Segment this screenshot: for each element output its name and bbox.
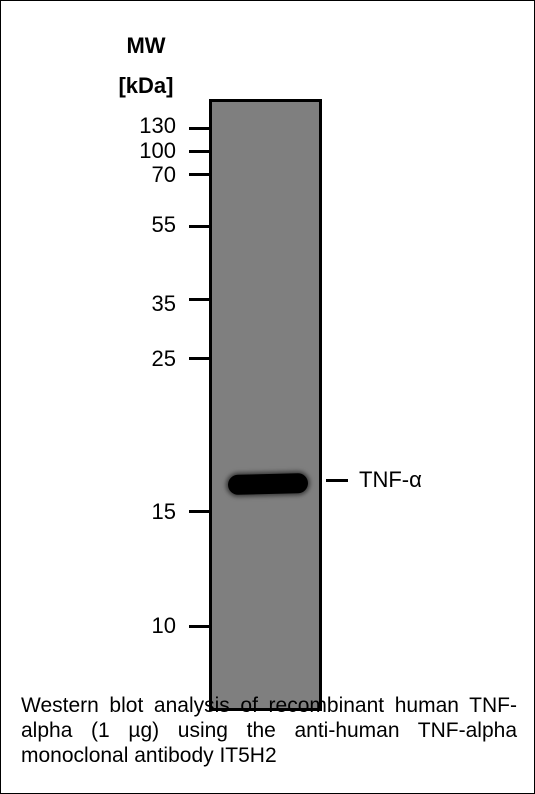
marker-label-70: 70	[151, 162, 176, 187]
marker-tick-25	[189, 357, 210, 360]
marker-label-35: 35	[151, 291, 176, 316]
marker-tick-130	[189, 127, 210, 130]
marker-label-10: 10	[151, 613, 176, 638]
band-pointer-tick	[326, 479, 348, 482]
marker-tick-10	[189, 625, 210, 628]
tnf-alpha-band	[227, 472, 309, 496]
marker-label-15: 15	[151, 499, 176, 524]
marker-tick-55	[189, 225, 210, 228]
marker-label-130: 130	[139, 113, 176, 138]
marker-label-25: 25	[151, 346, 176, 371]
mw-unit-header: [kDa]	[118, 73, 174, 98]
marker-tick-15	[189, 510, 210, 513]
marker-tick-35	[189, 298, 210, 301]
band-label: TNF-α	[359, 467, 422, 492]
marker-tick-70	[189, 173, 210, 176]
figure-caption: Western blot analysis of recombinant hum…	[21, 694, 517, 767]
marker-label-55: 55	[151, 212, 176, 237]
mw-header: MW	[126, 33, 166, 58]
marker-label-100: 100	[139, 138, 176, 163]
blot-lane	[209, 99, 322, 711]
marker-tick-100	[189, 150, 210, 153]
